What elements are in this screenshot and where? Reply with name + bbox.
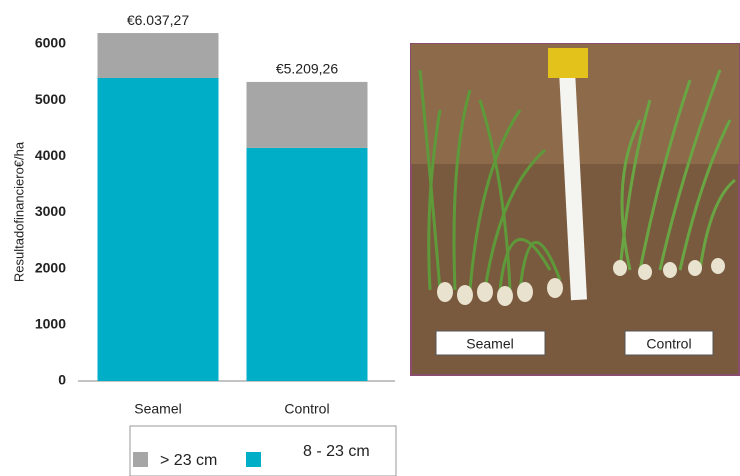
y-tick-label: 3000 [35, 203, 66, 219]
legend-label: 8 - 23 cm [303, 443, 370, 460]
photo: Seamel Control [411, 44, 739, 375]
legend-swatch [246, 452, 261, 467]
photo-label: Seamel [466, 336, 513, 352]
photo-tape [548, 48, 588, 78]
total-label: €6.037,27 [127, 12, 189, 28]
x-tick-label: Control [284, 401, 329, 417]
legend-label: > 23 cm [160, 452, 217, 469]
page: Resultadofinanciero€/ha Seamel Control 0… [0, 0, 740, 476]
y-tick-label: 2000 [35, 259, 66, 275]
y-tick-label: 6000 [35, 35, 66, 51]
y-tick-label: 5000 [35, 91, 66, 107]
y-tick-label: 1000 [35, 316, 66, 332]
bar-segment [98, 33, 219, 78]
photo-label: Control [646, 336, 691, 352]
y-axis-label: Resultadofinanciero€/ha [11, 141, 26, 282]
bar-segment [247, 148, 368, 381]
x-tick-label: Seamel [134, 401, 181, 417]
bar-segment [247, 82, 368, 148]
legend-swatch [133, 452, 148, 467]
total-label: €5.209,26 [276, 61, 338, 77]
y-tick-label: 4000 [35, 147, 66, 163]
bar-segment [98, 78, 219, 381]
y-tick-label: 0 [58, 372, 66, 388]
